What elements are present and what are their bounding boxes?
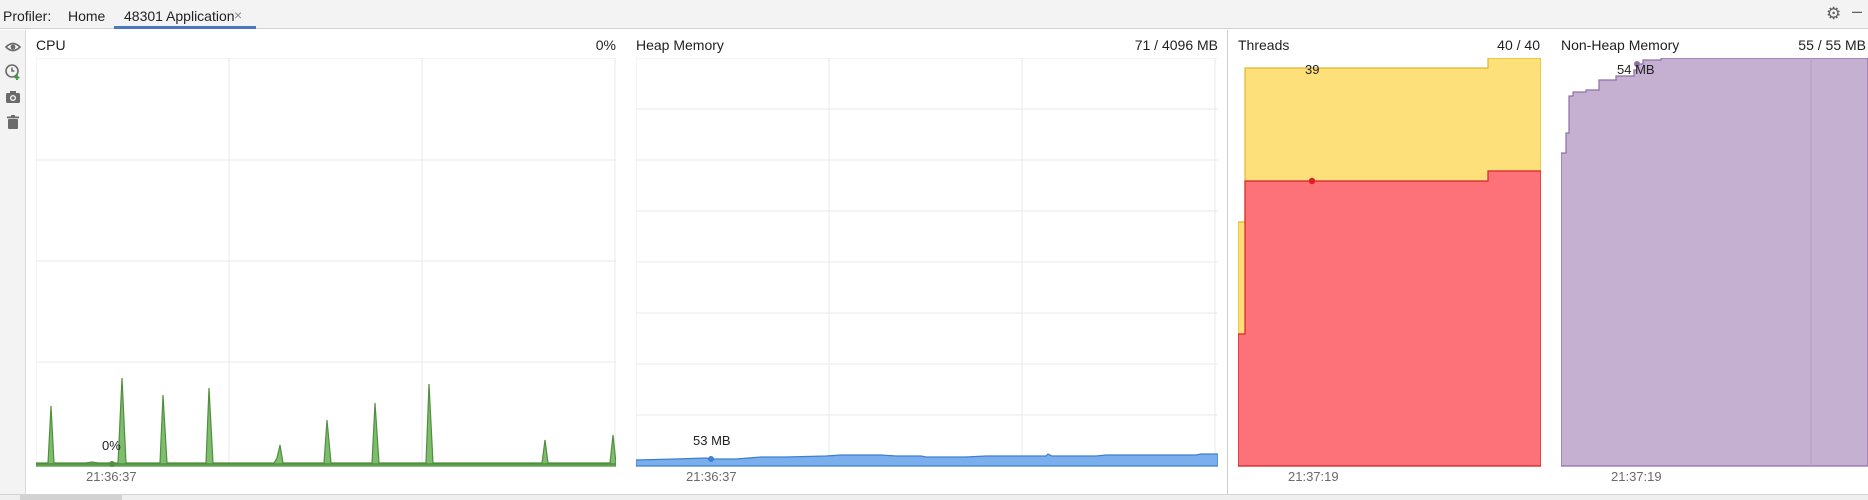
heap-grid [636, 58, 1218, 466]
gear-icon[interactable]: ⚙ [1826, 4, 1842, 23]
nonheap-time-label: 21:37:19 [1611, 469, 1662, 484]
cpu-title: CPU [36, 37, 66, 53]
tab-home[interactable]: Home [60, 0, 112, 29]
cpu-hover-value: 0% [102, 438, 121, 453]
nonheap-hover-value: 54 MB [1617, 62, 1655, 77]
heap-hover-value: 53 MB [693, 433, 731, 448]
tab-application-label: 48301 Application [124, 8, 235, 24]
threads-panel: Threads 40 / 40 39 21:37:19 [1232, 30, 1542, 496]
cpu-chart[interactable] [36, 58, 616, 496]
panel-divider [1227, 30, 1228, 496]
profiler-header: Profiler: Home 48301 Application × ⚙ – [0, 0, 1868, 29]
threads-live-area [1238, 170, 1541, 467]
threads-hover-value: 39 [1305, 62, 1320, 77]
heap-usage-area [636, 453, 1218, 467]
close-icon[interactable]: × [234, 7, 243, 23]
heap-title: Heap Memory [636, 37, 724, 53]
heap-chart-bg [636, 58, 1218, 496]
eye-icon[interactable] [4, 38, 22, 56]
tab-application[interactable]: 48301 Application × [114, 0, 256, 29]
camera-icon[interactable] [4, 88, 22, 106]
cpu-grid [36, 58, 616, 466]
clock-add-icon[interactable] [4, 63, 22, 81]
profiler-toolbar [0, 30, 26, 496]
nonheap-hover-marker [1634, 61, 1640, 67]
tab-home-label: Home [68, 8, 106, 24]
cpu-value: 0% [595, 37, 616, 53]
bottom-timeline-bar [0, 494, 1868, 500]
heap-hover-marker [708, 456, 714, 462]
profiler-label: Profiler: [3, 8, 52, 24]
nonheap-title: Non-Heap Memory [1561, 37, 1680, 53]
threads-chart[interactable] [1238, 58, 1541, 496]
cpu-chart-bg [36, 58, 616, 496]
nonheap-usage-area [1561, 58, 1868, 467]
cpu-time-label: 21:36:37 [86, 469, 137, 484]
cpu-panel: CPU 0% 0% 21:36:37 [30, 30, 620, 496]
nonheap-value: 55 / 55 MB [1798, 37, 1866, 53]
heap-chart[interactable] [636, 58, 1218, 496]
heap-time-label: 21:36:37 [686, 469, 737, 484]
trash-icon[interactable] [4, 113, 22, 131]
heap-panel: Heap Memory 71 / 4096 MB 53 MB 21:36:37 [630, 30, 1222, 496]
timeline-scroll-thumb[interactable] [20, 495, 122, 500]
threads-time-label: 21:37:19 [1288, 469, 1339, 484]
threads-title: Threads [1238, 37, 1290, 53]
threads-hover-marker [1308, 177, 1316, 185]
cpu-usage-area [36, 377, 616, 467]
cpu-hover-marker [109, 461, 115, 467]
heap-value: 71 / 4096 MB [1134, 37, 1218, 53]
nonheap-panel: Non-Heap Memory 55 / 55 MB 54 MB 21:37:1… [1555, 30, 1868, 496]
minimize-icon[interactable]: – [1852, 1, 1863, 21]
nonheap-chart[interactable] [1561, 58, 1868, 496]
threads-value: 40 / 40 [1497, 37, 1540, 53]
